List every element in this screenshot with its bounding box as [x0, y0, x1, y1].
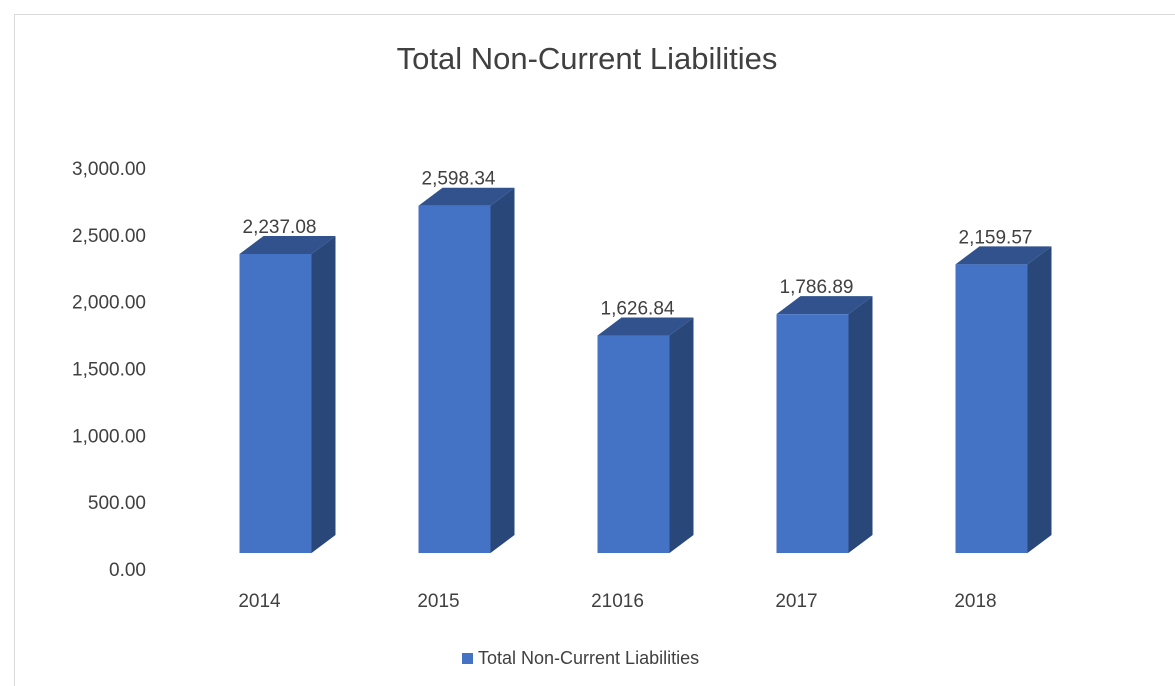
x-tick-label: 2018: [954, 591, 996, 612]
bar: [955, 264, 1028, 553]
y-tick-label: 1,500.00: [72, 360, 146, 381]
legend-label: Total Non-Current Liabilities: [478, 648, 699, 668]
y-tick-label: 0.00: [109, 560, 146, 581]
bar: [776, 314, 849, 553]
y-tick-label: 2,500.00: [72, 226, 146, 247]
bar-top: [418, 187, 515, 206]
y-tick-label: 500.00: [88, 493, 146, 514]
bar: [597, 335, 670, 553]
data-label: 2,159.57: [959, 227, 1033, 248]
data-label: 2,237.08: [243, 217, 317, 238]
bar-top: [597, 317, 694, 336]
bar-side: [669, 317, 694, 553]
x-tick-label: 2014: [238, 591, 281, 612]
bar-top: [955, 246, 1052, 265]
bar-top: [239, 235, 336, 254]
bar-top: [776, 296, 873, 315]
data-label: 1,786.89: [780, 277, 854, 298]
bar: [239, 253, 312, 553]
bar-side: [1027, 246, 1052, 554]
x-tick-label: 2015: [417, 591, 459, 612]
y-tick-label: 3,000.00: [72, 159, 146, 180]
data-label: 1,626.84: [601, 299, 675, 320]
bar-side: [490, 187, 515, 554]
bar-side: [848, 296, 873, 553]
y-tick-label: 1,000.00: [72, 426, 146, 447]
chart-title: Total Non-Current Liabilities: [397, 41, 778, 76]
y-tick-label: 2,000.00: [72, 293, 146, 314]
x-tick-label: 21016: [591, 591, 644, 612]
legend-swatch: [462, 653, 473, 664]
data-label: 2,598.34: [422, 169, 496, 190]
x-tick-label: 2017: [775, 591, 817, 612]
bar: [418, 205, 491, 554]
bar-side: [311, 235, 336, 553]
